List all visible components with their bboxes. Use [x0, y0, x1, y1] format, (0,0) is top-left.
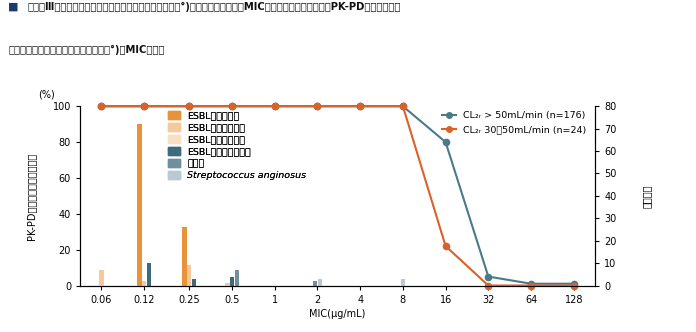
Text: ■: ■ — [8, 2, 19, 12]
Text: 達成確率及び各菌種に対するザバクサ°)のMICの分布: 達成確率及び各菌種に対するザバクサ°)のMICの分布 — [8, 45, 165, 55]
Bar — [182, 227, 187, 286]
Text: PK-PDターゲットの達成確率: PK-PDターゲットの達成確率 — [26, 152, 36, 239]
Bar — [137, 124, 141, 286]
Bar — [226, 283, 230, 286]
Bar — [142, 281, 146, 286]
Text: 分離株数: 分離株数 — [642, 184, 651, 208]
Bar — [100, 270, 104, 286]
Text: 国内第Ⅲ相試験における腎機能に基づく用量でザバクサ°)を投与したときの各MICに対するセフトロザンのPK-PDターゲットの: 国内第Ⅲ相試験における腎機能に基づく用量でザバクサ°)を投与したときの各MICに… — [28, 2, 401, 12]
Bar — [147, 263, 151, 286]
Bar — [230, 277, 234, 286]
Bar — [313, 281, 317, 286]
Bar — [192, 279, 196, 286]
X-axis label: MIC(μg/mL): MIC(μg/mL) — [310, 309, 365, 319]
Legend: ESBL産生大腸菌, ESBL非産生大腸菌, ESBL産生肺炎桅菌, ESBL非産生肺炎桅菌, 緑膨菌, Streptococcus anginosus: ESBL産生大腸菌, ESBL非産生大腸菌, ESBL産生肺炎桅菌, ESBL非… — [164, 107, 310, 184]
Bar — [401, 279, 405, 286]
Text: (%): (%) — [38, 89, 55, 99]
Bar — [235, 270, 239, 286]
Bar — [317, 279, 322, 286]
Bar — [187, 265, 191, 286]
